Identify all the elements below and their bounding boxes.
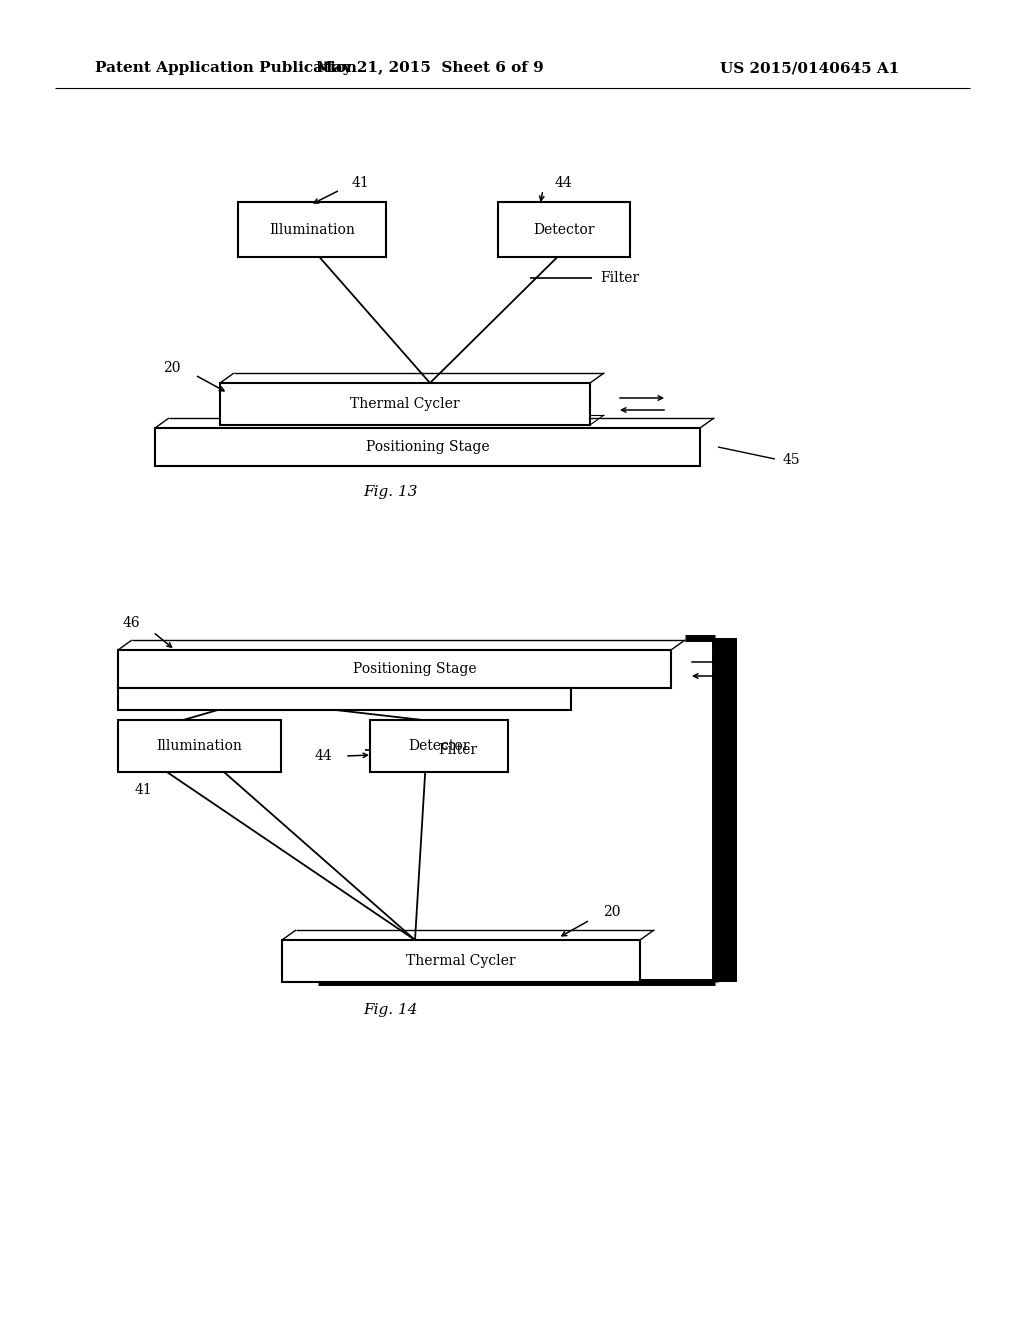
Bar: [282, 940, 640, 982]
Text: May 21, 2015  Sheet 6 of 9: May 21, 2015 Sheet 6 of 9: [316, 61, 544, 75]
Bar: [370, 719, 508, 772]
Text: Fig. 13: Fig. 13: [362, 484, 417, 499]
Text: 44: 44: [314, 748, 332, 763]
Text: Illumination: Illumination: [269, 223, 355, 236]
Text: Detector: Detector: [534, 223, 595, 236]
Text: 20: 20: [603, 906, 621, 919]
Bar: [498, 202, 630, 257]
Text: Positioning Stage: Positioning Stage: [366, 440, 489, 454]
Bar: [118, 649, 671, 688]
Bar: [238, 202, 386, 257]
Text: 45: 45: [783, 453, 801, 467]
Text: 41: 41: [135, 783, 153, 797]
Text: 44: 44: [555, 176, 572, 190]
Text: 20: 20: [164, 360, 181, 375]
Text: 41: 41: [352, 176, 370, 190]
Bar: [118, 719, 281, 772]
Text: Thermal Cycler: Thermal Cycler: [350, 397, 460, 411]
Text: Filter: Filter: [600, 271, 639, 285]
Bar: [715, 638, 737, 982]
Text: Filter: Filter: [438, 743, 477, 756]
Text: Illumination: Illumination: [157, 739, 243, 752]
Bar: [118, 688, 571, 710]
Text: US 2015/0140645 A1: US 2015/0140645 A1: [720, 61, 899, 75]
Text: Positioning Stage: Positioning Stage: [352, 663, 476, 676]
Bar: [220, 383, 590, 425]
Text: 46: 46: [123, 616, 140, 630]
Text: Thermal Cycler: Thermal Cycler: [407, 954, 516, 968]
Text: Detector: Detector: [409, 739, 470, 752]
Text: Patent Application Publication: Patent Application Publication: [95, 61, 357, 75]
Bar: [155, 428, 700, 466]
Text: Fig. 14: Fig. 14: [362, 1003, 417, 1016]
